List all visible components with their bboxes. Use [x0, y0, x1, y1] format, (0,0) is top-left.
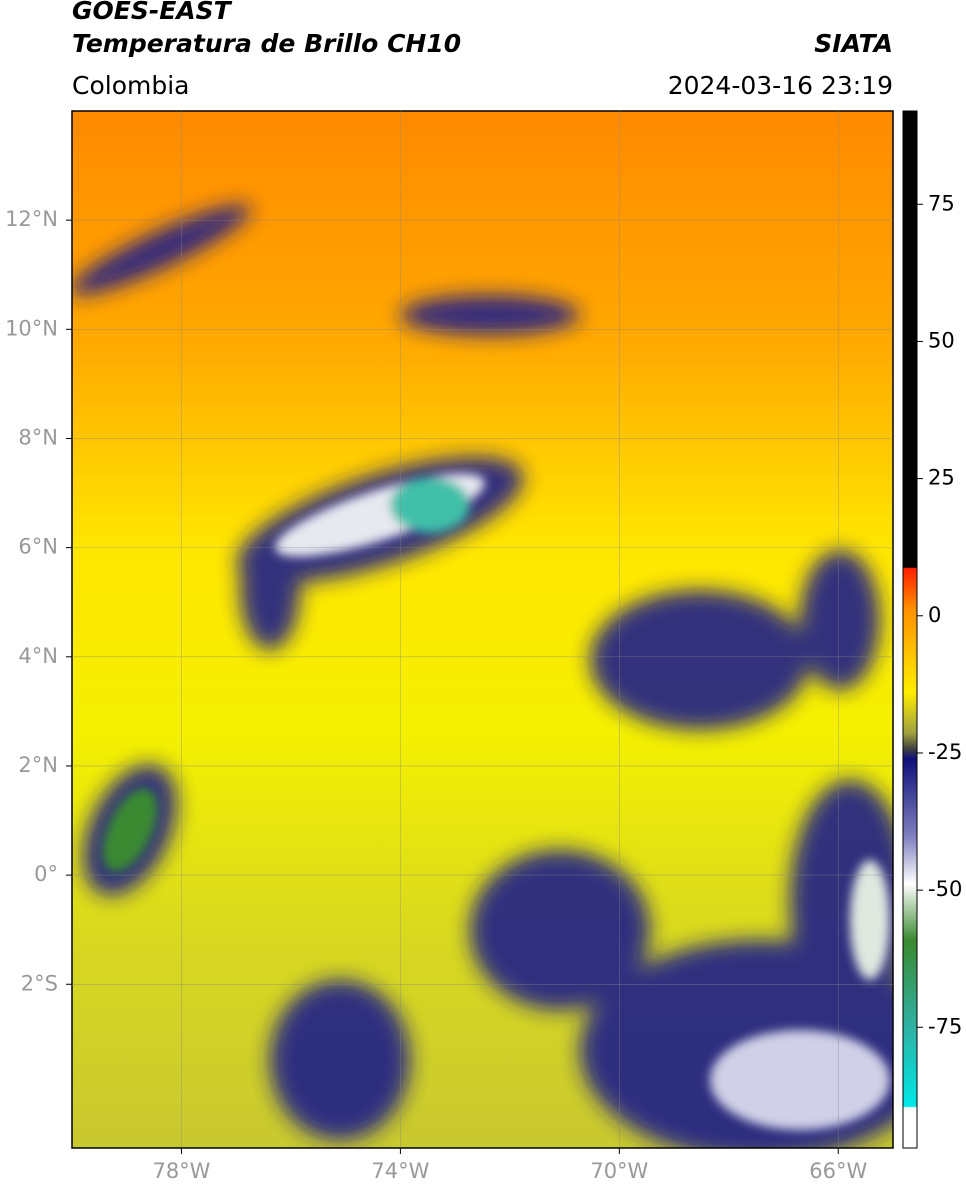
- x-tick-label: 66°W: [809, 1159, 867, 1183]
- y-tick-label: 10°N: [5, 316, 58, 340]
- colorbar-label: -75: [928, 1014, 962, 1038]
- map-frame: [71, 110, 894, 1149]
- colorbar: [902, 110, 918, 1149]
- y-tick-label: 2°S: [21, 971, 58, 995]
- x-tick-label: 78°W: [152, 1159, 210, 1183]
- source: SIATA: [814, 29, 893, 58]
- colorbar-label: -50: [928, 877, 962, 901]
- satellite-image: [72, 111, 893, 1148]
- colorbar-label: -25: [928, 740, 962, 764]
- y-tick-label: 12°N: [5, 207, 58, 231]
- colorbar-label: 25: [928, 466, 955, 490]
- datetime: 2024-03-16 23:19: [668, 71, 893, 100]
- region: Colombia: [72, 71, 189, 100]
- y-tick-label: 6°N: [18, 535, 58, 559]
- product: Temperatura de Brillo CH10: [72, 29, 461, 58]
- y-tick-label: 8°N: [18, 425, 58, 449]
- colorbar-label: 0: [928, 603, 941, 627]
- x-tick-label: 70°W: [590, 1159, 648, 1183]
- x-tick-label: 74°W: [371, 1159, 429, 1183]
- colorbar-label: 75: [928, 191, 955, 215]
- y-tick-label: 2°N: [18, 753, 58, 777]
- y-tick-label: 4°N: [18, 644, 58, 668]
- colorbar-label: 50: [928, 328, 955, 352]
- y-tick-label: 0°: [34, 862, 58, 886]
- satellite: GOES-EAST: [72, 0, 233, 25]
